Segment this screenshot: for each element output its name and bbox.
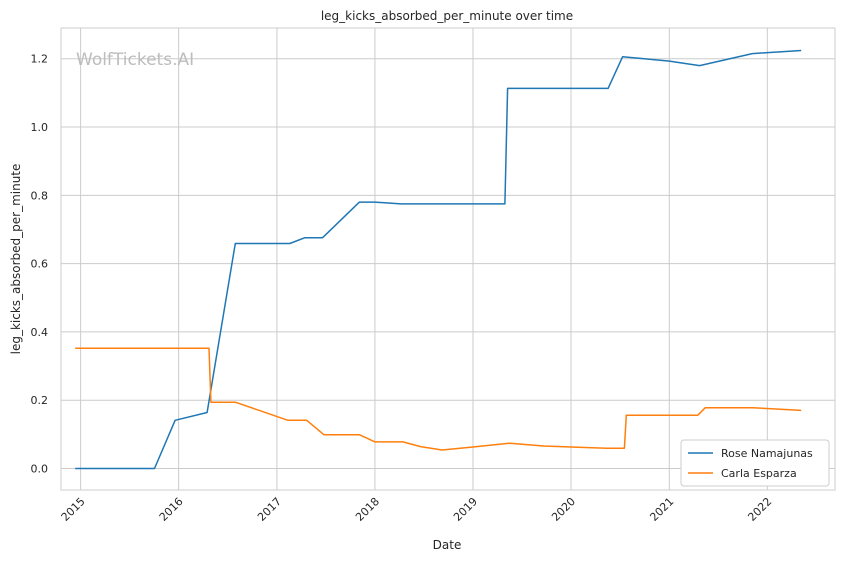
x-tick-labels: 2015 2016 2017 2018 2019 2020 2021 2022: [59, 495, 775, 524]
y-tick-label: 0.8: [31, 189, 49, 202]
y-axis-title: leg_kicks_absorbed_per_minute: [9, 164, 23, 355]
y-tick-labels: 0.0 0.2 0.4 0.6 0.8 1.0 1.2: [31, 53, 49, 476]
chart-title: leg_kicks_absorbed_per_minute over time: [321, 9, 573, 23]
x-tick-label: 2021: [647, 495, 676, 524]
watermark-text: WolfTickets.AI: [76, 50, 194, 70]
legend-box: [680, 439, 830, 487]
x-tick-label: 2019: [451, 495, 480, 524]
x-tick-label: 2017: [255, 495, 284, 524]
x-tick-label: 2015: [59, 495, 88, 524]
series-line-rose-namajunas: [75, 49, 802, 470]
x-tick-label: 2022: [745, 495, 774, 524]
y-tick-label: 1.2: [31, 53, 49, 66]
y-tick-label: 0.2: [31, 394, 49, 407]
legend-label-carla-esparza: Carla Esparza: [721, 467, 797, 480]
grid-layer: [61, 28, 835, 490]
x-axis-title: Date: [433, 538, 462, 552]
x-tick-label: 2016: [157, 495, 186, 524]
series-layer: [75, 49, 802, 470]
plot-area: [60, 27, 836, 491]
y-tick-label: 0.6: [31, 258, 49, 271]
legend-label-rose-namajunas: Rose Namajunas: [721, 447, 813, 460]
legend: Rose Namajunas Carla Esparza: [680, 439, 830, 487]
y-tick-label: 0.0: [31, 462, 49, 475]
x-tick-label: 2018: [353, 495, 382, 524]
y-tick-label: 1.0: [31, 121, 49, 134]
series-line-carla-esparza: [75, 347, 802, 451]
y-tick-label: 0.4: [31, 326, 49, 339]
x-tick-label: 2020: [549, 495, 578, 524]
